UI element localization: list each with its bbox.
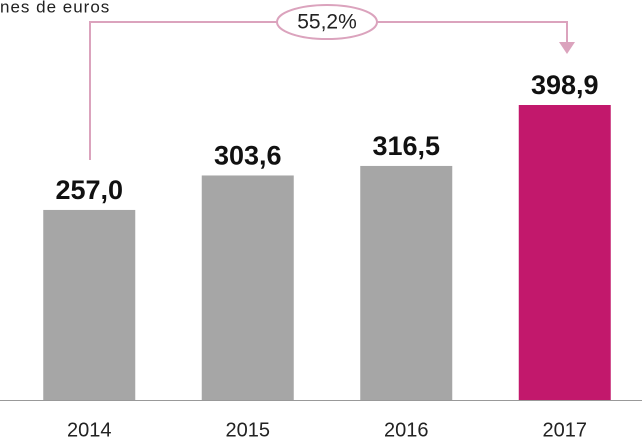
value-label: 316,5 — [372, 131, 440, 161]
subtitle: nes de euros — [0, 0, 110, 16]
bar — [201, 175, 294, 400]
arrow-head — [559, 42, 575, 54]
connector-right — [377, 21, 568, 45]
annotation-ellipse — [276, 4, 378, 40]
x-tick-label: 2017 — [543, 419, 588, 441]
x-tick-label: 2015 — [226, 419, 271, 441]
bar — [360, 165, 453, 400]
value-label: 303,6 — [214, 141, 282, 171]
value-label: 257,0 — [55, 175, 123, 205]
value-label: 398,9 — [531, 70, 599, 100]
x-tick-label: 2016 — [384, 419, 429, 441]
connector-left — [89, 21, 277, 160]
x-tick-label: 2014 — [67, 419, 112, 441]
annotation: 55,2% — [297, 11, 357, 34]
bar — [518, 105, 611, 400]
growth-connector — [89, 4, 568, 160]
bar — [43, 209, 136, 400]
